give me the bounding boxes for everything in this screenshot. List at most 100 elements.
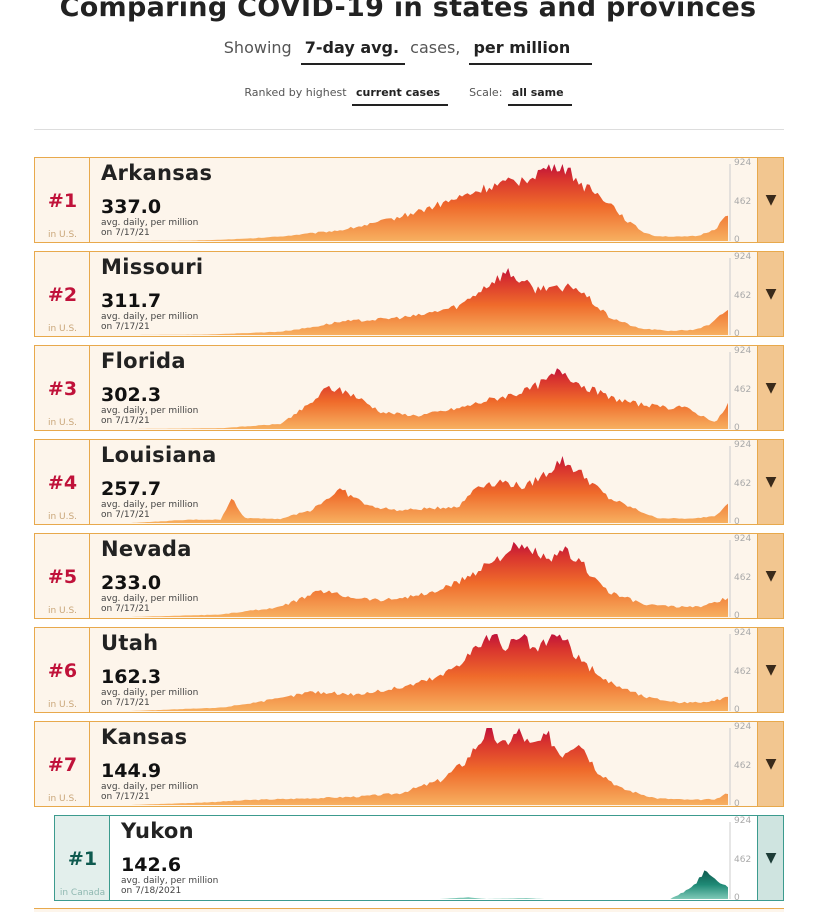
y-tick-label: 0 <box>734 423 740 433</box>
rank-number: #6 <box>47 660 78 682</box>
y-tick-label: 0 <box>734 517 740 527</box>
expand-button[interactable]: ▼ <box>757 346 783 430</box>
region-row[interactable]: #7 in U.S. 924 462 0 Kansas 144.9 avg. daily, p… <box>34 721 784 809</box>
region-row[interactable]: #1 in U.S. 924 462 0 Arkansas 337.0 avg. daily,… <box>34 157 784 245</box>
region-row[interactable]: #6 in U.S. 924 462 0 Utah 162.3 avg. daily, per… <box>34 627 784 715</box>
y-tick-label: 924 <box>734 816 752 826</box>
expand-button[interactable]: ▼ <box>757 534 783 618</box>
divider <box>34 129 784 130</box>
sparkline-chart: 924 462 0 <box>91 628 757 715</box>
y-tick-label: 462 <box>734 854 752 865</box>
rank-box: #4 in U.S. <box>35 440 90 524</box>
area-chart-svg <box>151 822 731 899</box>
page-title: Comparing COVID-19 in states and provinc… <box>59 0 757 23</box>
rank-region-label: in U.S. <box>47 324 78 334</box>
expand-button[interactable]: ▼ <box>757 440 783 524</box>
metric-select[interactable]: 7-day avg. <box>300 38 406 65</box>
value-caption-date: on 7/17/21 <box>101 416 150 426</box>
area-chart-svg <box>131 352 731 429</box>
y-tick-label: 462 <box>734 666 752 677</box>
area-chart-svg <box>131 540 731 617</box>
y-tick-label: 924 <box>734 534 752 544</box>
y-tick-label: 462 <box>734 290 752 301</box>
y-tick-label: 924 <box>734 346 752 356</box>
rank-region-label: in U.S. <box>47 700 78 710</box>
y-tick-label: 0 <box>734 235 740 245</box>
value-caption-date: on 7/18/2021 <box>121 886 182 896</box>
region-row[interactable]: #1 in Canada 924 462 0 Yukon 142.6 avg. daily, … <box>54 815 784 903</box>
y-tick-label: 0 <box>734 705 740 715</box>
rank-box: #5 in U.S. <box>35 534 90 618</box>
value-caption: avg. daily, per million on 7/18/2021 <box>121 876 218 896</box>
y-tick-label: 462 <box>734 196 752 207</box>
region-row[interactable]: #5 in U.S. 924 462 0 Nevada 233.0 avg. daily, p… <box>34 533 784 621</box>
sparkline-chart: 924 462 0 <box>91 346 757 433</box>
rank-number: #1 <box>67 848 98 870</box>
rank-region-label: in U.S. <box>47 230 78 240</box>
rank-number: #7 <box>47 754 78 776</box>
scale-select[interactable]: all same <box>507 86 572 106</box>
ranked-select[interactable]: current cases <box>352 86 449 106</box>
y-tick-label: 462 <box>734 384 752 395</box>
area-chart-svg <box>131 258 731 335</box>
expand-button[interactable]: ▼ <box>757 722 783 806</box>
rank-box: #6 in U.S. <box>35 628 90 712</box>
rank-region-label: in U.S. <box>47 418 78 428</box>
value-caption-metric: avg. daily, per million <box>101 500 199 510</box>
value-caption: avg. daily, per million on 7/17/21 <box>101 782 198 802</box>
value-caption-metric: avg. daily, per million <box>101 218 199 228</box>
region-row[interactable]: #2 in U.S. 924 462 0 Missouri 311.7 avg. daily,… <box>34 251 784 339</box>
area-chart-svg <box>131 634 731 711</box>
region-row[interactable]: #3 in U.S. 924 462 0 Florida 302.3 avg. daily, … <box>34 345 784 433</box>
y-tick-label: 924 <box>734 722 752 732</box>
value-caption: avg. daily, per million on 7/17/21 <box>101 312 198 332</box>
current-value: 302.3 <box>101 384 162 406</box>
rank-number: #3 <box>47 378 78 400</box>
sparkline-chart: 924 462 0 <box>91 440 757 527</box>
rank-region-label: in U.S. <box>47 794 78 804</box>
expand-button[interactable]: ▼ <box>757 158 783 242</box>
y-tick-label: 924 <box>734 158 752 168</box>
region-name: Nevada <box>101 537 192 561</box>
value-caption-date: on 7/17/21 <box>101 792 150 802</box>
y-tick-label: 462 <box>734 760 752 771</box>
rank-box: #2 in U.S. <box>35 252 90 336</box>
region-name: Yukon <box>121 819 194 843</box>
chevron-down-icon: ▼ <box>765 192 777 208</box>
region-row[interactable]: #4 in U.S. 924 462 0 Louisiana 257.7 avg. daily… <box>34 439 784 527</box>
region-name: Missouri <box>101 255 204 279</box>
showing-controls: Showing 7-day avg. cases, per million <box>0 38 816 65</box>
current-value: 257.7 <box>101 478 162 500</box>
current-value: 233.0 <box>101 572 162 594</box>
ranking-controls: Ranked by highest current cases Scale: a… <box>0 86 816 106</box>
rank-number: #4 <box>47 472 78 494</box>
current-value: 142.6 <box>121 854 182 876</box>
current-value: 311.7 <box>101 290 162 312</box>
cases-area <box>131 728 728 805</box>
current-value: 337.0 <box>101 196 162 218</box>
expand-button[interactable]: ▼ <box>757 816 783 900</box>
unit-select[interactable]: per million <box>469 38 593 65</box>
rank-region-label: in U.S. <box>47 512 78 522</box>
y-tick-label: 924 <box>734 440 752 450</box>
y-tick-label: 0 <box>734 893 740 903</box>
value-caption-metric: avg. daily, per million <box>101 688 199 698</box>
rank-number: #5 <box>47 566 78 588</box>
chevron-down-icon: ▼ <box>765 286 777 302</box>
next-row-partial <box>34 908 784 912</box>
sparkline-chart: 924 462 0 <box>91 252 757 339</box>
chevron-down-icon: ▼ <box>765 756 777 772</box>
expand-button[interactable]: ▼ <box>757 628 783 712</box>
value-caption-date: on 7/17/21 <box>101 604 150 614</box>
cases-area <box>131 456 728 523</box>
rank-region-label: in U.S. <box>47 606 78 616</box>
y-tick-label: 462 <box>734 478 752 489</box>
value-caption-date: on 7/17/21 <box>101 510 150 520</box>
y-tick-label: 924 <box>734 252 752 262</box>
sparkline-chart: 924 462 0 <box>91 534 757 621</box>
expand-button[interactable]: ▼ <box>757 252 783 336</box>
cases-area <box>151 870 728 899</box>
y-tick-label: 0 <box>734 611 740 621</box>
value-caption: avg. daily, per million on 7/17/21 <box>101 406 198 426</box>
region-name: Florida <box>101 349 186 373</box>
